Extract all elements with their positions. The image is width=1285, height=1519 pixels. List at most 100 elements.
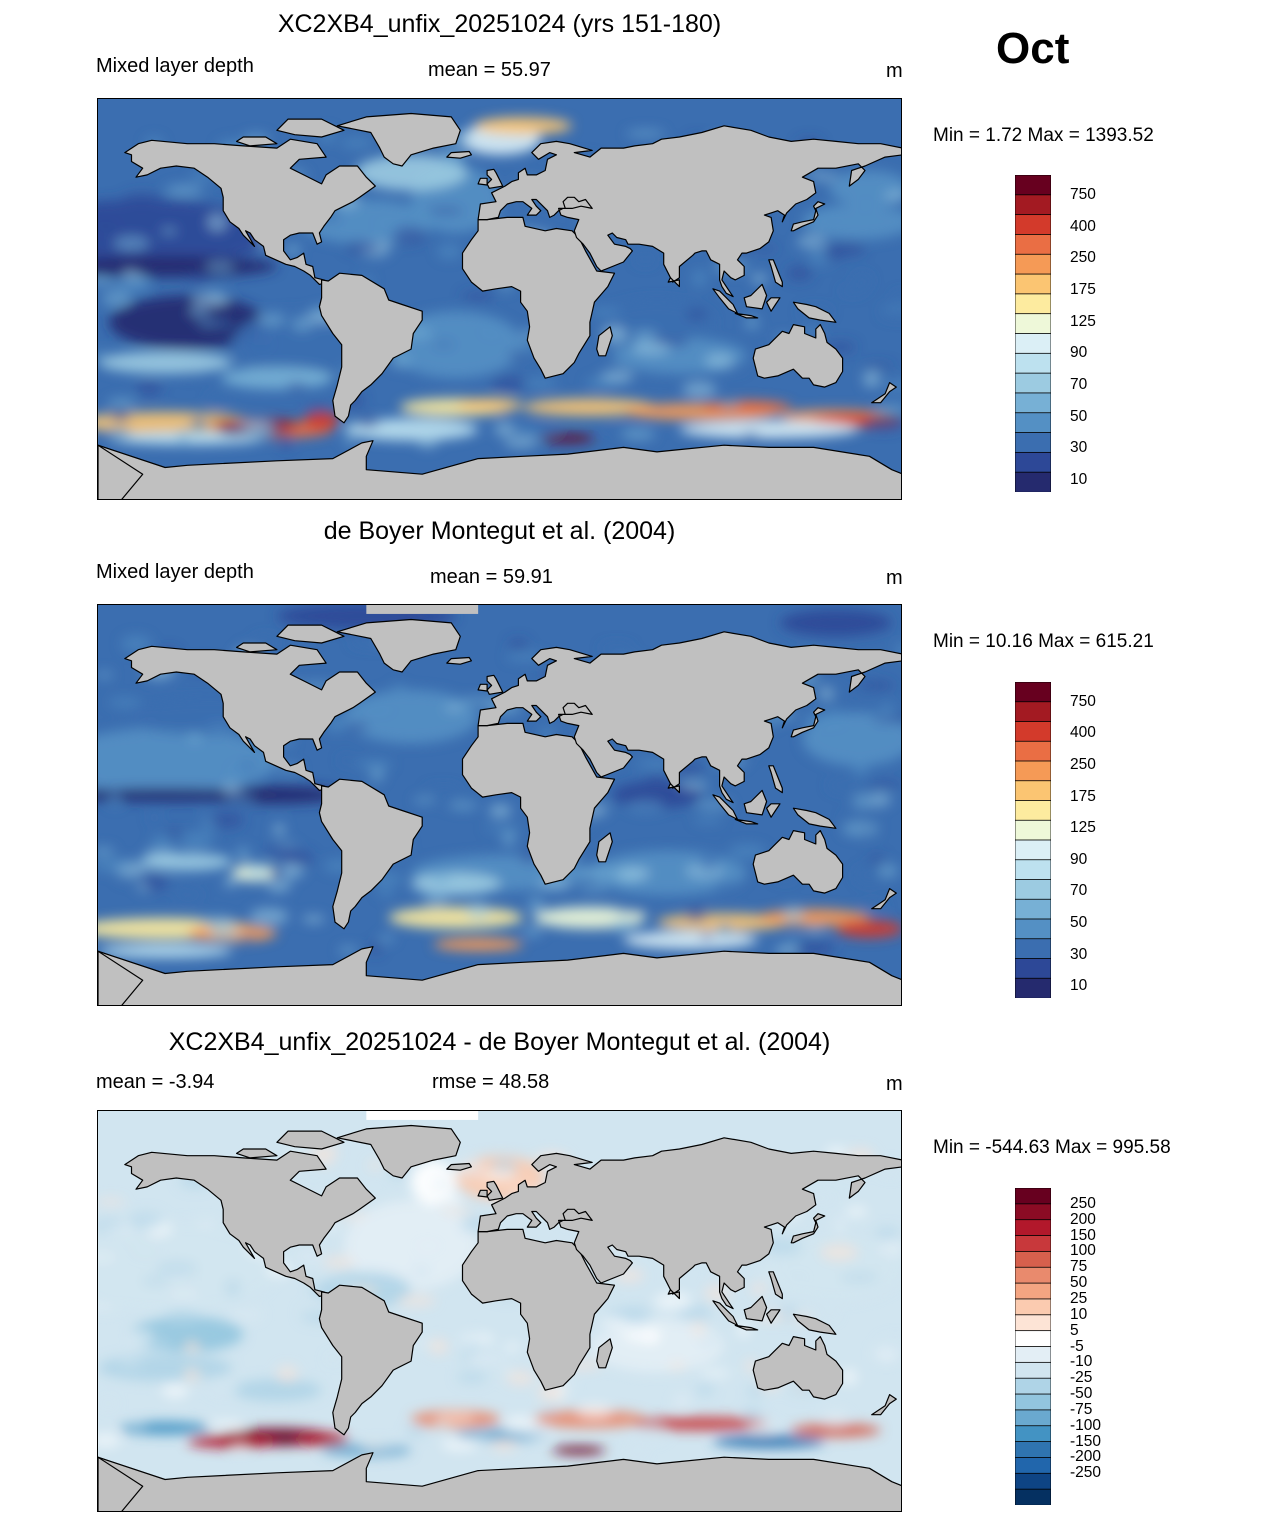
colorbar-swatch — [1015, 392, 1051, 414]
field-texture — [700, 1335, 719, 1348]
field-anomaly — [522, 398, 658, 417]
colorbar-tick-label: 125 — [1070, 312, 1096, 330]
field-texture — [751, 273, 768, 285]
landmass — [768, 259, 783, 288]
landmass — [124, 644, 376, 791]
field-texture — [370, 766, 384, 783]
field-texture — [685, 308, 708, 321]
panel-3-title: XC2XB4_unfix_20251024 - de Boyer Montegu… — [168, 1028, 831, 1056]
field-texture — [110, 407, 131, 422]
field-texture — [621, 1326, 662, 1344]
field-texture — [227, 793, 257, 802]
field-texture — [98, 1198, 126, 1205]
field-anomaly — [701, 400, 792, 414]
field-texture — [699, 933, 715, 941]
field-texture — [135, 380, 163, 397]
landmass — [318, 1284, 423, 1436]
field-texture — [286, 382, 308, 390]
field-texture — [494, 422, 516, 437]
field-texture — [700, 1369, 732, 1377]
colorbar-tick-label: 30 — [1070, 945, 1088, 963]
landmass — [477, 125, 901, 298]
colorbar-swatch — [1015, 412, 1051, 434]
field-texture — [101, 290, 132, 307]
field-texture — [631, 341, 671, 356]
field-texture — [852, 762, 870, 776]
field-texture — [692, 269, 707, 287]
colorbar-tick-label: 750 — [1070, 185, 1096, 203]
field-texture — [148, 813, 161, 822]
colorbar-tick-label: 70 — [1070, 376, 1088, 393]
panel-2-map — [97, 604, 902, 1006]
field-texture — [122, 1232, 142, 1245]
field-anomaly — [768, 1233, 901, 1301]
colorbar-tick-label: 400 — [1070, 724, 1096, 742]
colorbar-swatch — [1015, 1251, 1051, 1268]
field-texture — [173, 891, 203, 899]
field-anomaly — [712, 1434, 825, 1449]
field-texture — [892, 291, 901, 306]
field-anomaly — [98, 411, 255, 434]
field-texture — [217, 319, 232, 329]
landmass — [792, 1313, 837, 1335]
field-texture — [264, 844, 299, 856]
field-texture — [163, 1309, 202, 1327]
field-texture — [108, 789, 122, 807]
landmass — [98, 950, 144, 1005]
field-texture — [840, 1273, 879, 1282]
field-texture — [854, 866, 883, 884]
panel-1-variable-label: Mixed layer depth — [96, 55, 254, 77]
field-anomaly — [98, 944, 233, 958]
field-texture — [493, 415, 511, 423]
field-texture — [128, 1422, 147, 1430]
landmass — [792, 807, 837, 829]
colorbar-swatch — [1015, 1282, 1051, 1300]
colorbar-swatch — [1015, 333, 1051, 355]
field-texture — [682, 381, 717, 398]
landmass — [236, 1148, 278, 1159]
field-texture — [504, 1342, 521, 1351]
field-texture — [340, 137, 374, 149]
landmass — [318, 778, 423, 930]
field-texture — [427, 207, 464, 215]
colorbar-swatch — [1015, 194, 1051, 216]
colorbar-swatch — [1015, 879, 1051, 900]
landmass — [336, 618, 461, 673]
landmass — [276, 118, 345, 138]
field-texture — [585, 377, 616, 390]
landmass — [790, 201, 826, 232]
field-texture — [188, 731, 202, 743]
field-texture — [684, 906, 708, 923]
field-texture — [795, 939, 835, 957]
field-anomaly — [540, 434, 595, 443]
field-texture — [460, 291, 496, 301]
landmass — [765, 1309, 781, 1324]
landmass — [477, 1137, 901, 1310]
colorbar-tick-label: 10 — [1070, 1305, 1088, 1323]
panel-1-colorbar — [1015, 175, 1051, 492]
field-texture — [445, 1194, 463, 1208]
colorbar-tick-label: 90 — [1070, 344, 1088, 362]
colorbar-swatch — [1015, 1298, 1051, 1316]
field-texture — [249, 907, 289, 926]
landmass — [752, 1336, 844, 1400]
field-texture — [644, 774, 670, 781]
field-texture — [143, 849, 177, 857]
colorbar-swatch — [1015, 313, 1051, 335]
field-texture — [98, 276, 115, 286]
field-anomaly — [303, 411, 340, 430]
field-texture — [167, 877, 180, 887]
landmass — [768, 1271, 783, 1300]
field-texture — [356, 416, 380, 429]
colorbar-swatch — [1015, 1314, 1051, 1332]
colorbar-swatch — [1015, 977, 1051, 998]
landmass — [98, 444, 144, 499]
field-anomaly — [98, 727, 277, 795]
field-anomaly — [355, 154, 467, 191]
field-texture — [183, 1340, 200, 1354]
field-texture — [884, 191, 901, 201]
field-texture — [122, 192, 162, 206]
field-anomaly — [98, 255, 277, 278]
field-texture — [228, 1311, 264, 1319]
panel-2-variable-label: Mixed layer depth — [96, 561, 254, 583]
